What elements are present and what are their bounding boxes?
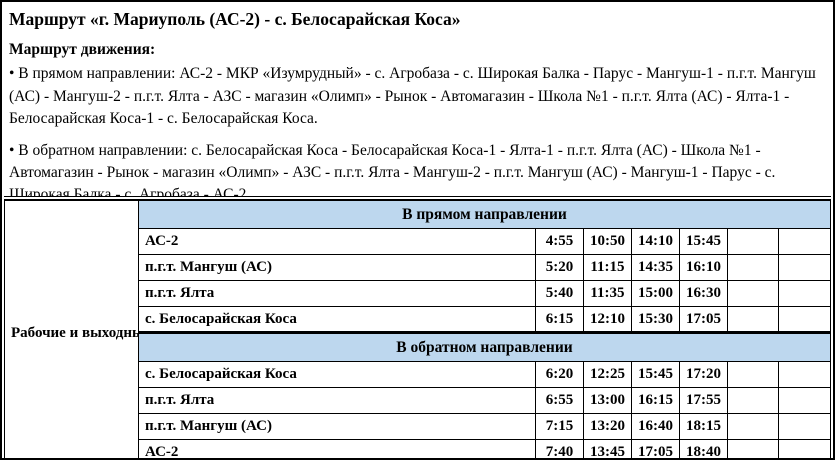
time-cell: 6:20 — [534, 361, 584, 388]
time-cell: 17:55 — [678, 387, 728, 414]
stop-name: АС-2 — [138, 439, 536, 458]
route-description-block: Маршрут «г. Мариуполь (АС-2) - с. Белоса… — [9, 2, 827, 206]
time-cell: 7:40 — [534, 439, 584, 458]
time-cell: 16:30 — [678, 280, 728, 307]
time-cell: 4:55 — [534, 228, 584, 255]
empty-time-cell — [777, 306, 832, 333]
table-row: АС-2 4:55 10:50 14:10 15:45 — [5, 228, 832, 255]
time-cell: 13:20 — [582, 413, 632, 440]
time-cell: 12:10 — [582, 306, 632, 333]
time-cell: 13:45 — [582, 439, 632, 458]
table-row: АС-2 7:40 13:45 17:05 18:40 — [5, 439, 832, 458]
schedule-table: Рабочие и выходные дни В прямом направле… — [4, 199, 832, 458]
route-forward-paragraph: • В прямом направлении: АС-2 - МКР «Изум… — [9, 65, 816, 127]
empty-time-cell — [726, 413, 779, 440]
empty-time-cell — [777, 413, 832, 440]
time-cell: 7:15 — [534, 413, 584, 440]
empty-time-cell — [777, 361, 832, 388]
time-cell: 17:20 — [678, 361, 728, 388]
time-cell: 18:40 — [678, 439, 728, 458]
time-cell: 16:15 — [630, 387, 680, 414]
empty-time-cell — [726, 280, 779, 307]
empty-time-cell — [777, 387, 832, 414]
stop-name: п.г.т. Ялта — [138, 387, 536, 414]
time-cell: 6:15 — [534, 306, 584, 333]
stop-name: АС-2 — [138, 228, 536, 255]
stop-name: п.г.т. Мангуш (АС) — [138, 413, 536, 440]
time-cell: 10:50 — [582, 228, 632, 255]
time-cell: 6:55 — [534, 387, 584, 414]
time-cell: 11:15 — [582, 254, 632, 281]
time-cell: 16:40 — [630, 413, 680, 440]
empty-time-cell — [777, 280, 832, 307]
empty-time-cell — [777, 439, 832, 458]
time-cell: 5:40 — [534, 280, 584, 307]
table-row: В обратном направлении — [5, 331, 831, 362]
stop-name: п.г.т. Ялта — [138, 280, 536, 307]
time-cell: 14:10 — [630, 228, 680, 255]
section-header-forward: В прямом направлении — [138, 199, 831, 229]
time-cell: 15:30 — [630, 306, 680, 333]
empty-time-cell — [726, 228, 779, 255]
empty-time-cell — [726, 254, 779, 281]
table-row: п.г.т. Ялта 5:40 11:35 15:00 16:30 — [5, 280, 832, 307]
route-heading: Маршрут движения: — [9, 41, 156, 58]
time-cell: 16:10 — [678, 254, 728, 281]
time-cell: 13:00 — [582, 387, 632, 414]
time-cell: 12:25 — [582, 361, 632, 388]
empty-time-cell — [726, 361, 779, 388]
time-cell: 15:00 — [630, 280, 680, 307]
time-cell: 11:35 — [582, 280, 632, 307]
schedule-table-block: Рабочие и выходные дни В прямом направле… — [4, 196, 832, 458]
time-cell: 5:20 — [534, 254, 584, 281]
section-header-backward: В обратном направлении — [138, 331, 831, 362]
table-row: Рабочие и выходные дни В прямом направле… — [4, 199, 831, 458]
table-row: с. Белосарайская Коса 6:20 12:25 15:45 1… — [5, 361, 832, 388]
table-row: п.г.т. Ялта 6:55 13:00 16:15 17:55 — [5, 387, 832, 414]
time-cell: 18:15 — [678, 413, 728, 440]
empty-time-cell — [777, 254, 832, 281]
empty-time-cell — [726, 306, 779, 333]
empty-time-cell — [726, 439, 779, 458]
time-cell: 15:45 — [630, 361, 680, 388]
days-cell: Рабочие и выходные дни — [4, 199, 139, 458]
time-cell: 17:05 — [630, 439, 680, 458]
table-row: с. Белосарайская Коса 6:15 12:10 15:30 1… — [5, 306, 832, 333]
time-cell: 15:45 — [678, 228, 728, 255]
time-cell: 14:35 — [630, 254, 680, 281]
empty-time-cell — [777, 228, 832, 255]
stop-name: с. Белосарайская Коса — [138, 306, 536, 333]
stop-name: п.г.т. Мангуш (АС) — [138, 254, 536, 281]
empty-time-cell — [726, 387, 779, 414]
time-cell: 17:05 — [678, 306, 728, 333]
page-title: Маршрут «г. Мариуполь (АС-2) - с. Белоса… — [9, 9, 461, 29]
stop-name: с. Белосарайская Коса — [138, 361, 536, 388]
